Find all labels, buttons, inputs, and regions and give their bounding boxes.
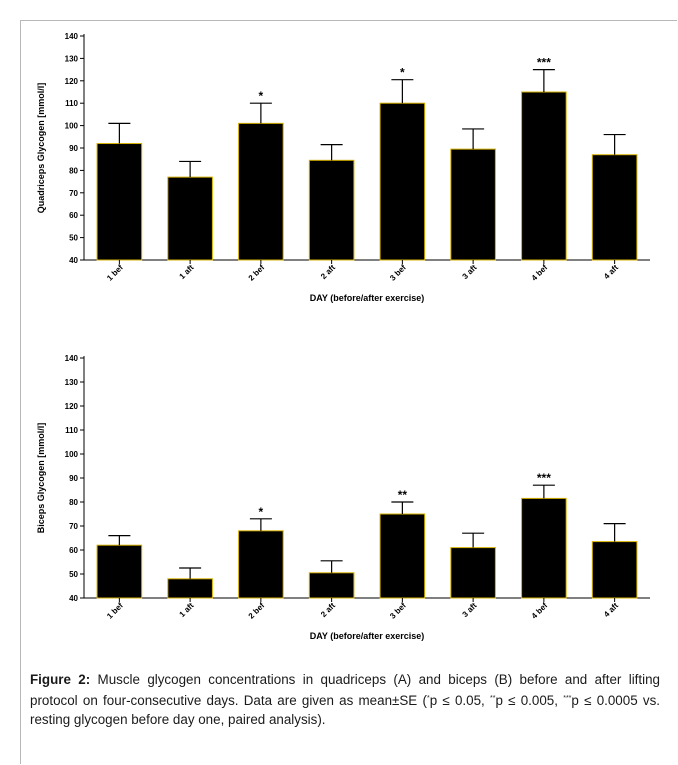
y-tick-label: 130 [65,54,79,63]
bar [308,159,355,261]
caption-sup: *** [563,695,572,702]
x-tick-label: 3 aft [461,263,479,281]
x-tick-label: 1 bef [105,601,125,621]
bar [238,530,284,599]
y-tick-label: 110 [65,99,78,108]
caption-label: Figure 2: [30,672,91,687]
x-tick-label: 4 aft [602,601,620,619]
x-tick-label: 2 aft [319,601,337,619]
y-tick-label: 90 [69,144,78,153]
caption-text: p ≤ 0.05, [429,693,490,708]
y-tick-label: 80 [69,166,78,175]
y-axis-title: Biceps Glycogen [mmol/l] [36,423,46,534]
y-tick-label: 70 [69,189,78,198]
significance-mark: *** [537,56,551,70]
y-tick-label: 120 [65,77,79,86]
y-tick-label: 100 [65,122,79,131]
y-tick-label: 140 [65,32,79,41]
y-axis-title: Quadriceps Glycogen [mmol/l] [36,83,46,214]
caption-text: Muscle glycogen concentrations in quadri… [30,672,660,708]
x-tick-label: 3 bef [388,263,408,283]
y-tick-label: 40 [69,256,78,265]
significance-mark: * [400,66,405,80]
x-tick-label: 1 bef [105,263,125,283]
bar [591,154,638,261]
caption-sup: * [426,695,430,702]
bar [521,497,567,599]
x-tick-label: 4 bef [530,601,550,621]
x-tick-label: 3 bef [388,601,408,621]
bar [167,176,213,261]
y-tick-label: 90 [69,474,78,483]
y-tick-label: 120 [65,402,79,411]
bar [379,513,426,599]
significance-mark: * [259,89,264,103]
bar [96,544,143,599]
x-tick-label: 4 aft [602,263,620,281]
figure-frame [20,20,677,764]
x-tick-label: 1 aft [178,263,196,281]
x-tick-label: 2 aft [319,263,337,281]
bar [96,143,143,261]
bar [450,547,496,599]
y-tick-label: 140 [65,354,79,363]
caption-text: p ≤ 0.005, [495,693,564,708]
y-tick-label: 60 [69,546,78,555]
caption-sup: ** [490,695,496,702]
y-tick-label: 60 [69,211,78,220]
bar [308,572,355,599]
significance-mark: ** [398,488,408,502]
caption-text: p ≤ 0.0005 vs. resting glycogen before d… [30,693,661,727]
y-tick-label: 80 [69,498,78,507]
significance-mark: *** [537,471,551,485]
bar [591,541,638,599]
x-tick-label: 4 bef [530,263,550,283]
y-tick-label: 70 [69,522,78,531]
bar [238,122,284,261]
y-tick-label: 50 [69,234,78,243]
y-tick-label: 100 [65,450,79,459]
y-tick-label: 40 [69,594,78,603]
figure-caption: Figure 2: Muscle glycogen concentrations… [30,670,660,729]
y-tick-label: 50 [69,570,78,579]
x-axis-title: DAY (before/after exercise) [310,631,425,641]
y-tick-label: 110 [65,426,78,435]
chart-biceps-glycogen: 40 50 60 70 80 90 100 110 120 130 140 1 bef 1 aft * 2 … [36,354,650,641]
bar [521,91,567,261]
bar [450,148,496,261]
bar [379,102,426,261]
x-tick-label: 3 aft [461,601,479,619]
chart-quadriceps-glycogen: 40 50 60 70 80 90 100 110 120 130 140 1 bef 1 aft * 2 … [36,32,650,303]
y-tick-label: 130 [65,378,79,387]
x-axis-title: DAY (before/after exercise) [310,293,425,303]
significance-mark: * [259,505,264,519]
x-tick-label: 1 aft [178,601,196,619]
x-tick-label: 2 bef [247,601,267,621]
x-tick-label: 2 bef [247,263,267,283]
bar [167,578,213,599]
